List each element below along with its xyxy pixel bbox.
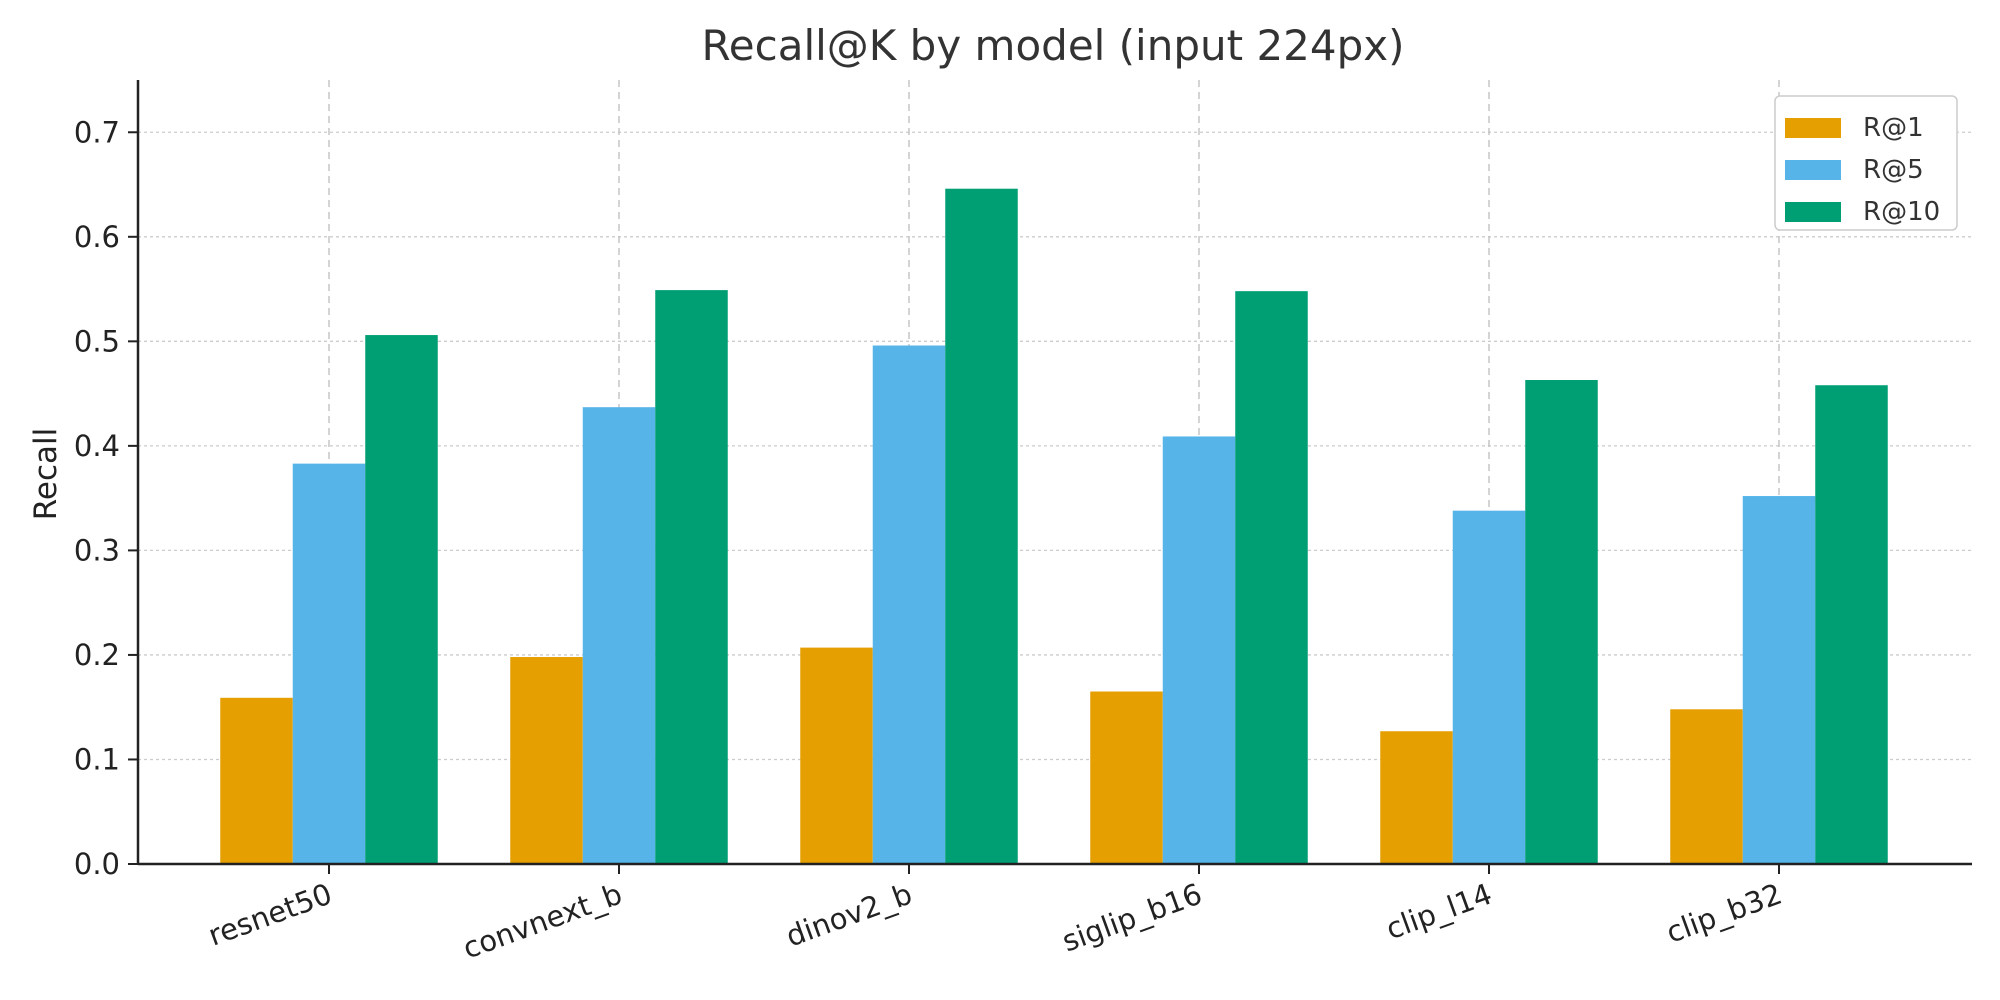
bar-r5-siglip_b16: [1162, 436, 1236, 864]
bar-r10-dinov2_b: [945, 188, 1018, 864]
legend-swatch: [1785, 160, 1841, 180]
bar-r1-convnext_b: [510, 657, 583, 864]
legend-swatch: [1785, 202, 1841, 222]
bar-r1-clip_l14: [1380, 731, 1453, 864]
axes-layer: [136, 80, 1972, 866]
legend-swatch: [1785, 118, 1841, 138]
legend-label: R@10: [1863, 197, 1940, 227]
bar-r5-clip_l14: [1452, 510, 1526, 864]
bar-r10-resnet50: [365, 335, 438, 864]
x-tick-label: resnet50: [204, 877, 337, 953]
y-tick-label: 0.6: [74, 220, 120, 254]
bar-r5-convnext_b: [582, 407, 656, 864]
bar-r10-clip_l14: [1525, 380, 1598, 864]
bar-r1-siglip_b16: [1090, 691, 1163, 864]
legend: R@1 R@5 R@10: [1774, 95, 1958, 231]
bar-r5-dinov2_b: [872, 345, 946, 865]
y-tick-label: 0.4: [74, 429, 120, 463]
bar-r10-siglip_b16: [1235, 291, 1308, 864]
chart-title: Recall@K by model (input 224px): [701, 21, 1404, 70]
bars-layer: [220, 188, 1888, 865]
bar-r1-dinov2_b: [800, 647, 873, 864]
bar-r1-resnet50: [220, 697, 293, 864]
y-tick-label: 0.0: [74, 847, 120, 881]
x-tick-label: clip_l14: [1381, 877, 1496, 947]
y-tick-label: 0.7: [74, 115, 120, 149]
x-tick-label: dinov2_b: [782, 877, 917, 954]
y-tick-label: 0.2: [74, 638, 120, 672]
y-axis-label: Recall: [28, 428, 64, 521]
legend-label: R@5: [1863, 155, 1924, 185]
x-tick-label: siglip_b16: [1058, 877, 1207, 959]
y-tick-label: 0.5: [74, 324, 120, 358]
x-tick-label: convnext_b: [458, 877, 626, 966]
x-tick-label: clip_b32: [1662, 877, 1787, 950]
bar-r10-clip_b32: [1815, 385, 1888, 864]
y-tick-label: 0.1: [74, 742, 120, 776]
legend-label: R@1: [1863, 113, 1924, 143]
bar-r10-convnext_b: [655, 290, 728, 864]
bar-r5-clip_b32: [1742, 496, 1816, 864]
y-tick-label: 0.3: [74, 533, 120, 567]
bar-r5-resnet50: [292, 463, 366, 864]
bar-r1-clip_b32: [1670, 709, 1743, 864]
